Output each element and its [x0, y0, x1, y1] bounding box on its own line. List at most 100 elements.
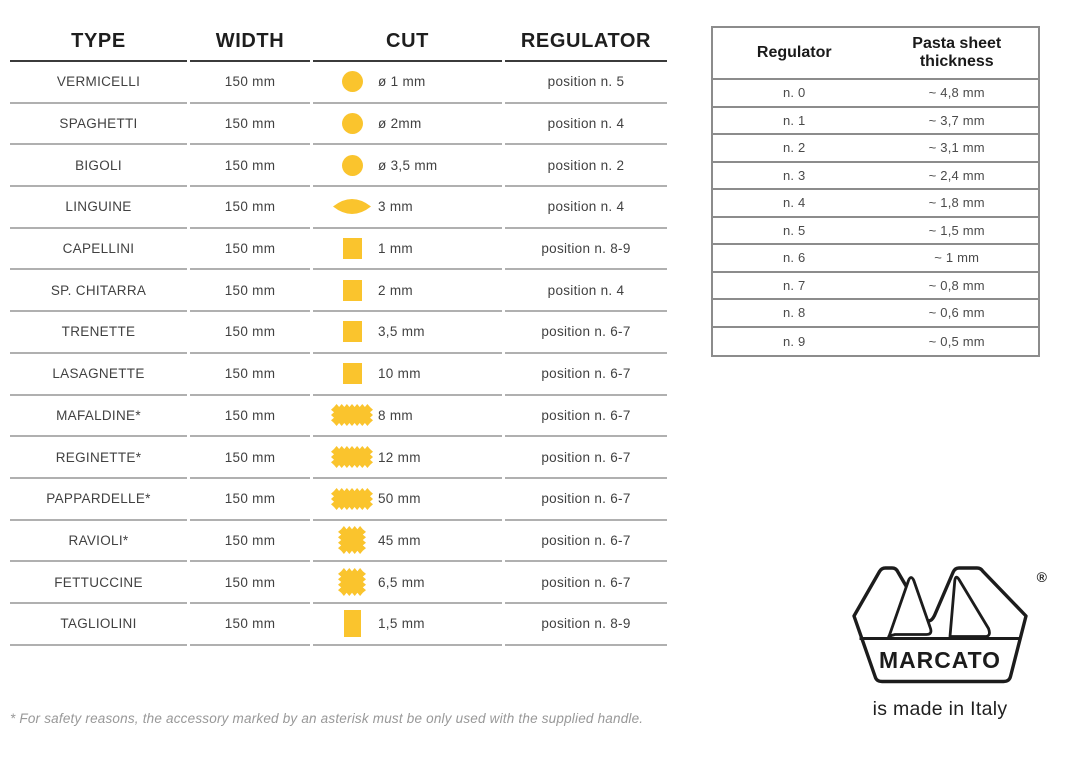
pasta-table-body: VERMICELLI 150 mm ø 1 mm position n. 5 S… — [10, 62, 667, 646]
cut-size-label: 8 mm — [378, 407, 413, 423]
regulator-position-cell: n. 5 — [783, 222, 806, 238]
pasta-width-cell: 150 mm — [190, 437, 310, 479]
pasta-width-cell: 150 mm — [190, 396, 310, 438]
pasta-row: SP. CHITARRA 150 mm 2 mm position n. 4 — [10, 270, 667, 313]
pasta-type-cell: CAPELLINI — [10, 229, 187, 271]
cut-shape-icon — [329, 154, 375, 176]
pasta-cut-cell: 3,5 mm — [313, 312, 502, 354]
pasta-width-cell: 150 mm — [190, 604, 310, 646]
sheet-thickness-cell: ~ 3,1 mm — [928, 140, 985, 156]
pasta-width-cell: 150 mm — [190, 104, 310, 146]
pasta-width-cell: 150 mm — [190, 62, 310, 104]
pasta-cut-cell: 6,5 mm — [313, 562, 502, 604]
pasta-width-cell: 150 mm — [190, 229, 310, 271]
pasta-regulator-cell: position n. 6-7 — [505, 354, 667, 396]
regulator-thickness-table: Regulator Pasta sheet thickness n. 0 ~ 4… — [711, 26, 1040, 357]
cut-size-label: 12 mm — [378, 449, 421, 465]
pasta-regulator-cell: position n. 6-7 — [505, 521, 667, 563]
pasta-width-cell: 150 mm — [190, 479, 310, 521]
registered-trademark-icon: ® — [1036, 569, 1047, 585]
pasta-cut-cell: ø 3,5 mm — [313, 145, 502, 188]
pasta-type-cell: RAVIOLI* — [10, 521, 187, 563]
regulator-row: n. 6 ~ 1 mm — [713, 245, 1038, 273]
pasta-row: RAVIOLI* 150 mm 45 mm position n. 6-7 — [10, 521, 667, 563]
cut-shape-icon — [329, 238, 375, 260]
column-header-type: TYPE — [10, 22, 187, 62]
sheet-thickness-cell: ~ 1,5 mm — [928, 222, 985, 238]
pasta-width-cell: 150 mm — [190, 145, 310, 188]
pasta-row: LASAGNETTE 150 mm 10 mm position n. 6-7 — [10, 354, 667, 396]
cut-shape-icon — [329, 113, 375, 135]
cut-shape-icon — [329, 568, 375, 597]
sheet-thickness-cell: ~ 2,4 mm — [928, 167, 985, 183]
pasta-row: LINGUINE 150 mm 3 mm position n. 4 — [10, 187, 667, 229]
cut-size-label: 10 mm — [378, 366, 421, 382]
pasta-regulator-cell: position n. 6-7 — [505, 562, 667, 604]
pasta-regulator-cell: position n. 6-7 — [505, 396, 667, 438]
cut-size-label: 3 mm — [378, 199, 413, 215]
pasta-type-cell: MAFALDINE* — [10, 396, 187, 438]
pasta-width-cell: 150 mm — [190, 270, 310, 313]
pasta-cut-cell: 10 mm — [313, 354, 502, 396]
regulator-row: n. 1 ~ 3,7 mm — [713, 108, 1038, 135]
logo-brand-text: MARCATO — [879, 647, 1001, 673]
regulator-table-body: n. 0 ~ 4,8 mm n. 1 ~ 3,7 mm n. 2 ~ 3,1 m… — [713, 80, 1038, 355]
regulator-row: n. 2 ~ 3,1 mm — [713, 135, 1038, 163]
pasta-row: PAPPARDELLE* 150 mm 50 mm position n. 6-… — [10, 479, 667, 521]
cut-shape-icon — [329, 404, 375, 427]
sheet-thickness-cell: ~ 0,8 mm — [928, 277, 985, 293]
pasta-regulator-cell: position n. 5 — [505, 62, 667, 104]
cut-size-label: 50 mm — [378, 491, 421, 507]
pasta-regulator-cell: position n. 6-7 — [505, 312, 667, 354]
pasta-type-cell: VERMICELLI — [10, 62, 187, 104]
cut-size-label: 2 mm — [378, 282, 413, 298]
sheet-thickness-cell: ~ 1 mm — [934, 250, 980, 266]
pasta-row: TAGLIOLINI 150 mm 1,5 mm position n. 8-9 — [10, 604, 667, 646]
cut-shape-icon — [329, 71, 375, 93]
regulator-position-cell: n. 6 — [783, 250, 806, 266]
pasta-regulator-cell: position n. 4 — [505, 187, 667, 229]
cut-shape-icon — [329, 321, 375, 343]
column-header-cut: CUT — [313, 22, 502, 62]
cut-size-label: ø 3,5 mm — [378, 157, 438, 173]
regulator-row: n. 9 ~ 0,5 mm — [713, 328, 1038, 356]
sheet-thickness-cell: ~ 0,5 mm — [928, 333, 985, 349]
pasta-regulator-cell: position n. 6-7 — [505, 437, 667, 479]
pasta-type-cell: TAGLIOLINI — [10, 604, 187, 646]
pasta-row: SPAGHETTI 150 mm ø 2mm position n. 4 — [10, 104, 667, 146]
pasta-row: REGINETTE* 150 mm 12 mm position n. 6-7 — [10, 437, 667, 479]
marcato-logo-icon: MARCATO — [852, 566, 1028, 684]
cut-shape-icon — [329, 199, 375, 215]
regulator-position-cell: n. 9 — [783, 333, 806, 349]
pasta-cut-cell: 2 mm — [313, 270, 502, 313]
pasta-width-cell: 150 mm — [190, 312, 310, 354]
pasta-row: CAPELLINI 150 mm 1 mm position n. 8-9 — [10, 229, 667, 271]
pasta-type-cell: PAPPARDELLE* — [10, 479, 187, 521]
pasta-cut-cell: 50 mm — [313, 479, 502, 521]
pasta-width-cell: 150 mm — [190, 562, 310, 604]
cut-shape-icon — [329, 610, 375, 638]
regulator-row: n. 4 ~ 1,8 mm — [713, 190, 1038, 218]
cut-shape-icon — [329, 279, 375, 301]
cut-size-label: 3,5 mm — [378, 324, 425, 340]
cut-size-label: ø 2mm — [378, 116, 422, 132]
pasta-type-cell: SP. CHITARRA — [10, 270, 187, 313]
pasta-width-cell: 150 mm — [190, 354, 310, 396]
pasta-cut-cell: 1,5 mm — [313, 604, 502, 646]
pasta-type-cell: LINGUINE — [10, 187, 187, 229]
cut-shape-icon — [329, 363, 375, 385]
regulator-position-cell: n. 0 — [783, 85, 806, 101]
column-header-regulator-position: Regulator — [756, 44, 832, 62]
pasta-type-cell: BIGOLI — [10, 145, 187, 188]
column-header-sheet-thickness: Pasta sheet thickness — [912, 35, 1002, 70]
cut-shape-icon — [329, 446, 375, 469]
pasta-row: BIGOLI 150 mm ø 3,5 mm position n. 2 — [10, 145, 667, 188]
regulator-row: n. 5 ~ 1,5 mm — [713, 218, 1038, 245]
pasta-type-cell: REGINETTE* — [10, 437, 187, 479]
regulator-row: n. 0 ~ 4,8 mm — [713, 80, 1038, 108]
cut-size-label: 1,5 mm — [378, 616, 425, 632]
regulator-row: n. 7 ~ 0,8 mm — [713, 273, 1038, 300]
regulator-position-cell: n. 2 — [783, 140, 806, 156]
column-header-regulator: REGULATOR — [505, 22, 667, 62]
pasta-regulator-cell: position n. 8-9 — [505, 604, 667, 646]
